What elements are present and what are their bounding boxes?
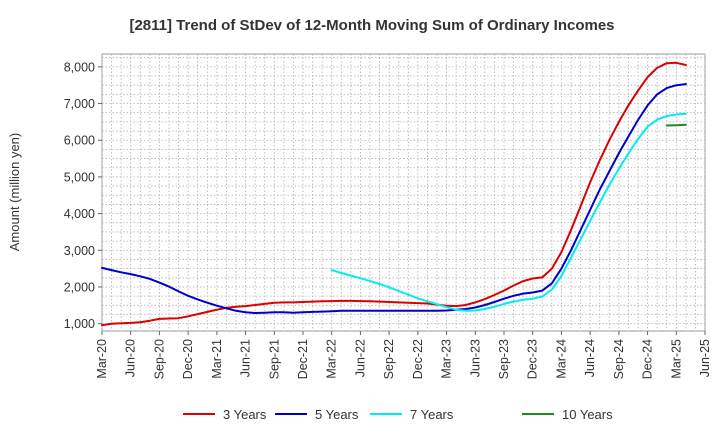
y-tick-label: 6,000 [64,134,95,148]
x-axis-ticks: Mar-20 Jun-20 Sep-20 Dec-20 Mar-21 Jun-21 Sep-… [95,331,712,379]
y-axis-title: Amount (million yen) [7,133,22,252]
y-tick-label: 2,000 [64,280,95,294]
series-lines [101,61,687,327]
x-tick-label: Sep-22 [382,339,396,379]
x-tick-label: Sep-20 [152,339,166,379]
chart-title: [2811] Trend of StDev of 12-Month Moving… [129,17,614,34]
x-tick-label: Dec-23 [526,339,540,379]
legend-label-7-years: 7 Years [410,407,454,422]
series-line-10-years [665,123,687,127]
series-line-3-years [101,61,687,327]
x-tick-label: Mar-24 [554,339,568,379]
plot-area [101,53,706,332]
x-tick-label: Sep-21 [267,339,281,379]
legend-label-5-years: 5 Years [315,407,359,422]
x-tick-label: Jun-21 [239,339,253,377]
legend-label-10-years: 10 Years [562,407,613,422]
y-tick-label: 8,000 [64,60,95,74]
y-tick-label: 5,000 [64,170,95,184]
x-tick-label: Jun-24 [583,339,597,377]
grid-lines [101,54,706,331]
y-tick-label: 7,000 [64,97,95,111]
series-line-7-years [330,112,687,312]
x-tick-label: Jun-22 [353,339,367,377]
y-tick-label: 4,000 [64,207,95,221]
x-tick-label: Dec-20 [181,339,195,379]
y-tick-label: 3,000 [64,244,95,258]
x-tick-label: Sep-23 [497,339,511,379]
x-tick-label: Dec-21 [296,339,310,379]
x-tick-label: Jun-25 [698,339,712,377]
x-tick-label: Jun-23 [468,339,482,377]
x-tick-label: Mar-23 [440,339,454,379]
y-tick-label: 1,000 [64,317,95,331]
x-tick-label: Mar-25 [669,339,683,379]
series-line-5-years [101,83,687,314]
x-tick-label: Dec-22 [411,339,425,379]
y-axis-ticks: 1,000 2,000 3,000 4,000 5,000 6,000 7,000 8,000 [64,60,102,331]
legend: 3 Years 5 Years 7 Years 10 Years [183,407,613,422]
x-tick-label: Mar-21 [210,339,224,379]
x-tick-label: Dec-24 [641,339,655,379]
x-tick-label: Mar-22 [325,339,339,379]
x-tick-label: Jun-20 [124,339,138,377]
x-tick-label: Sep-24 [612,339,626,379]
x-tick-label: Mar-20 [95,339,109,379]
legend-label-3-years: 3 Years [223,407,267,422]
